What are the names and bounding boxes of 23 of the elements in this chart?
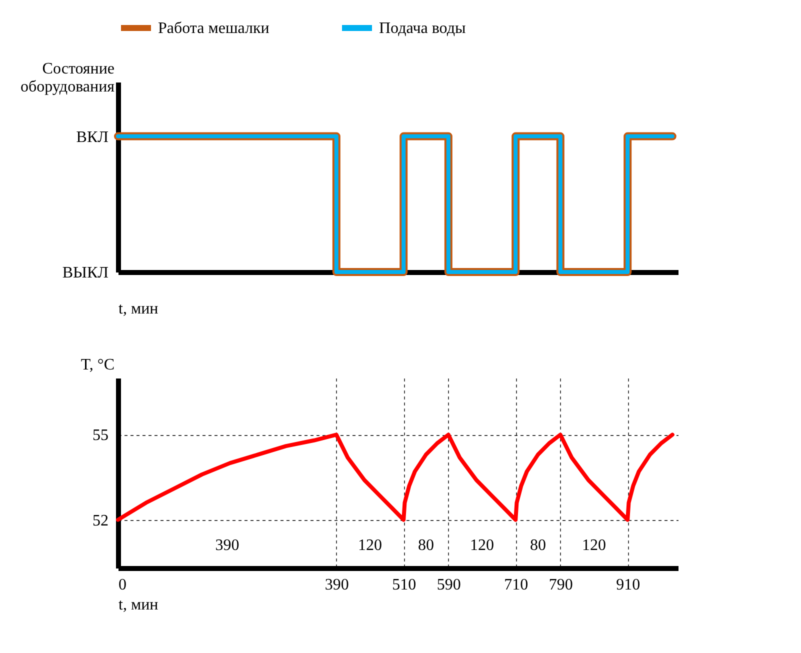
x-axis-title: t, мин: [118, 596, 159, 614]
legend-label: Подача воды: [379, 20, 466, 37]
y-tick-label: 55: [92, 427, 108, 444]
annotation: 80: [418, 537, 434, 554]
annotation: 80: [530, 537, 546, 554]
y-tick-label: 52: [92, 512, 108, 530]
annotation: 390: [215, 537, 240, 554]
x-tick-label: 590: [436, 576, 461, 594]
annotation: 120: [582, 537, 606, 554]
x-tick-label: 510: [392, 576, 416, 594]
x-tick-label: 0: [118, 576, 126, 594]
x-tick-label: 910: [616, 576, 640, 594]
y-axis-title: Состояние оборудования: [20, 60, 116, 96]
annotation: 120: [358, 537, 382, 554]
x-tick-label: 710: [504, 576, 528, 594]
x-tick-label: 790: [548, 576, 573, 594]
x-axis-title: t, мин: [118, 300, 159, 318]
legend-label: Работа мешалки: [158, 20, 270, 37]
annotation: 120: [470, 537, 494, 554]
y-axis-title: T, °C: [80, 356, 114, 374]
text: ВЫКЛ: [62, 264, 109, 282]
text: ВКЛ: [76, 128, 109, 146]
x-tick-label: 390: [324, 576, 349, 594]
